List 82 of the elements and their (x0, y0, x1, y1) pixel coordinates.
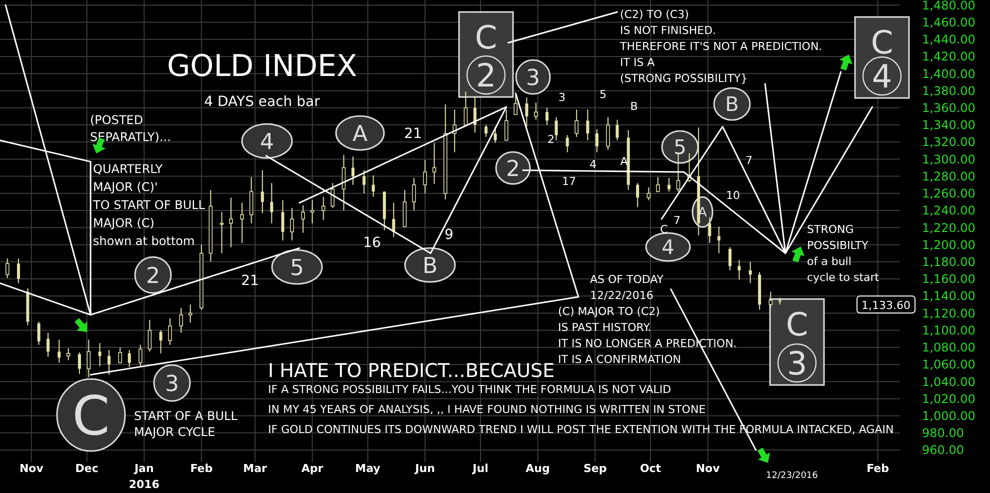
y-tick-label: 1,480.00 (922, 0, 976, 12)
annotation: 7 (674, 214, 680, 227)
x-tick-label: Nov (696, 462, 721, 475)
y-tick-label: 1,220.00 (922, 220, 976, 235)
y-tick-label: 960.00 (922, 443, 964, 458)
annotation: 5 (600, 88, 606, 101)
annotation: 21 (241, 273, 259, 290)
annotation: START OF A BULL MAJOR CYCLE (134, 409, 238, 439)
annotation: 21 (404, 126, 422, 142)
annotation: C (786, 306, 808, 344)
y-tick-label: 1,000.00 (922, 409, 976, 423)
annotation: B (630, 100, 638, 113)
text: 12/23/2016 (766, 471, 818, 481)
y-tick-label: 1,020.00 (922, 392, 976, 406)
text: 4 DAYS each bar (204, 94, 320, 110)
x-tick-label: Dec (75, 462, 98, 475)
annotation: C (660, 222, 668, 236)
annotation: 9 (444, 227, 454, 244)
annotation: C (474, 18, 498, 57)
annotation: 2 (506, 156, 520, 182)
y-tick-label: 1,140.00 (922, 289, 976, 304)
x-tick-label: Jul (472, 462, 488, 475)
x-tick-label: Apr (301, 462, 324, 475)
y-tick-label: 1,280.00 (922, 169, 976, 184)
annotation: 3 (526, 66, 540, 91)
annotation: 7 (746, 154, 752, 167)
annotation: AS OF TODAY 12/22/2016 (590, 273, 664, 302)
annotation: STRONG POSSIBILTY of a bull cycle to start (807, 223, 880, 284)
annotation: 1,133.60 (862, 299, 910, 312)
y-tick-label: 1,400.00 (922, 66, 976, 81)
annotation: A (352, 122, 368, 147)
y-tick-label: 1,440.00 (922, 32, 976, 47)
y-tick-label: 1,060.00 (922, 358, 976, 372)
x-tick-label: Jan 2016 (128, 462, 160, 491)
x-tick-label: Nov (19, 462, 44, 475)
y-tick-label: 1,320.00 (922, 135, 976, 150)
y-tick-label: 1,420.00 (922, 50, 976, 64)
y-tick-label: 1,160.00 (922, 272, 976, 286)
annotation: 17 (562, 174, 576, 188)
y-tick-label: 1,240.00 (922, 204, 976, 218)
annotation: 2 (476, 56, 496, 95)
annotation: C (72, 384, 110, 448)
y-tick-label: 1,380.00 (922, 84, 976, 98)
annotation: QUARTERLY MAJOR (C)' TO START OF BULL MAJOR (C) shown at bottom (92, 162, 206, 248)
annotation: 5 (674, 135, 686, 160)
y-tick-label: 1,100.00 (922, 323, 976, 338)
x-tick-label: May (355, 462, 380, 475)
annotation: 5 (290, 256, 304, 281)
y-tick-label: 1,040.00 (922, 374, 976, 389)
annotation: 4 (260, 130, 274, 155)
annotation: I HATE TO PREDICT...BECAUSE (268, 360, 555, 382)
text: GOLD INDEX (166, 49, 358, 84)
x-tick-label: Sep (583, 462, 607, 475)
annotation: 16 (363, 235, 381, 252)
annotation: 2 (146, 264, 160, 289)
y-tick-label: 1,360.00 (922, 101, 976, 115)
annotation: 2 (548, 132, 554, 146)
y-tick-label: 1,200.00 (922, 238, 976, 252)
y-tick-label: 1,260.00 (922, 186, 976, 201)
annotation: 10 (726, 188, 740, 202)
y-tick-label: 1,300.00 (922, 152, 976, 166)
x-tick-label: Feb (866, 462, 890, 475)
annotation: B (422, 254, 438, 279)
y-tick-label: 1,340.00 (922, 118, 976, 132)
y-tick-label: 1,120.00 (922, 306, 976, 320)
x-tick-label: Mar (243, 462, 268, 475)
annotation: 3 (558, 90, 566, 104)
y-tick-label: 1,080.00 (922, 340, 976, 355)
y-tick-label: 1,460.00 (922, 15, 976, 30)
y-tick-label: 980.00 (922, 426, 964, 440)
y-tick-label: 1,180.00 (922, 255, 976, 269)
annotation: 3 (165, 372, 179, 397)
annotation: (C2) TO (C3) IS NOT FINISHED. THEREFORE IT'S NOT A PREDICTION. IT IS A (STRONG POSSIBILITY} (619, 8, 822, 85)
x-tick-label: Aug (526, 462, 550, 475)
annotation: 4 (590, 158, 596, 171)
annotation: 4 (662, 235, 674, 260)
annotation: B (725, 92, 739, 116)
annotation: 3 (786, 344, 808, 383)
x-tick-label: Feb (190, 462, 213, 475)
annotation: (POSTED SEPARATLY)... (90, 113, 171, 144)
x-tick-label: Oct (640, 462, 662, 475)
x-tick-label: Jun (414, 462, 435, 475)
